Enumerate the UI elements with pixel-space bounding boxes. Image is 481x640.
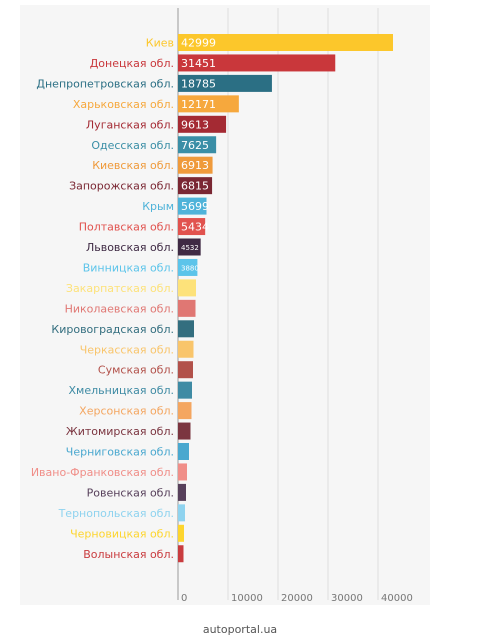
category-label: Черниговская обл. xyxy=(66,446,174,459)
bar xyxy=(178,258,198,276)
category-label: Харьковская обл. xyxy=(73,98,174,111)
bar xyxy=(178,524,184,542)
bar xyxy=(178,483,186,501)
bar xyxy=(178,95,239,113)
category-label: Николаевская обл. xyxy=(65,302,174,315)
value-label: 9613 xyxy=(181,118,209,131)
category-label: Кировоградская обл. xyxy=(51,323,174,336)
bar xyxy=(178,156,213,174)
category-label: Волынская обл. xyxy=(83,548,174,561)
bar xyxy=(178,340,194,358)
bar xyxy=(178,197,207,215)
x-tick-label: 40000 xyxy=(381,593,413,604)
bar xyxy=(178,136,217,154)
bar xyxy=(178,443,189,460)
value-label: 12171 xyxy=(181,98,216,111)
value-label: 31451 xyxy=(181,57,216,70)
value-label: 5434 xyxy=(181,221,209,234)
bar xyxy=(178,463,187,481)
bar xyxy=(178,504,185,522)
bar xyxy=(178,422,191,440)
bar xyxy=(178,381,192,399)
category-label: Киев xyxy=(146,37,174,50)
category-label: Житомирская обл. xyxy=(66,425,174,438)
bar xyxy=(178,218,206,236)
category-label: Луганская обл. xyxy=(86,118,174,131)
bar xyxy=(178,115,227,133)
bar xyxy=(178,74,272,92)
value-label: 6913 xyxy=(181,159,209,172)
category-label: Львовская обл. xyxy=(86,241,174,254)
footer: autoportal.ua xyxy=(203,623,277,636)
bar xyxy=(178,299,196,317)
bar xyxy=(178,238,201,256)
x-tick-label: 20000 xyxy=(281,593,313,604)
bar xyxy=(178,402,192,420)
category-label: Ивано-Франковская обл. xyxy=(31,466,174,479)
bar xyxy=(178,320,194,338)
category-label: Закарпатская обл. xyxy=(66,282,174,295)
bar xyxy=(178,545,184,563)
category-label: Донецкая обл. xyxy=(90,57,174,70)
category-label: Одесская обл. xyxy=(91,139,174,152)
category-label: Днепропетровская обл. xyxy=(36,77,174,90)
bar xyxy=(178,34,393,51)
value-label: 18785 xyxy=(181,77,216,90)
value-label: 4532 xyxy=(181,244,199,252)
category-label: Винницкая обл. xyxy=(83,261,174,274)
value-label: 3880 xyxy=(181,264,199,272)
value-label: 7625 xyxy=(181,139,209,152)
category-label: Черкасская обл. xyxy=(80,343,174,356)
category-label: Крым xyxy=(142,200,174,213)
category-label: Киевская обл. xyxy=(92,159,174,172)
value-label: 6815 xyxy=(181,180,209,193)
bar xyxy=(178,177,213,195)
bar xyxy=(178,361,193,379)
category-label: Сумская обл. xyxy=(98,364,174,377)
x-tick-label: 30000 xyxy=(331,593,363,604)
category-label: Херсонская обл. xyxy=(79,405,174,418)
category-label: Полтавская обл. xyxy=(79,221,174,234)
category-label: Ровенская обл. xyxy=(87,486,174,499)
bar xyxy=(178,279,196,297)
category-label: Запорожская обл. xyxy=(69,180,174,193)
value-label: 42999 xyxy=(181,37,216,50)
category-label: Черновицкая обл. xyxy=(70,527,174,540)
x-tick-label: 10000 xyxy=(231,593,263,604)
value-label: 5699 xyxy=(181,200,209,213)
bar xyxy=(178,54,336,72)
category-label: Тернопольская обл. xyxy=(58,507,174,520)
x-tick-label: 0 xyxy=(181,593,187,604)
category-label: Хмельницкая обл. xyxy=(69,384,174,397)
